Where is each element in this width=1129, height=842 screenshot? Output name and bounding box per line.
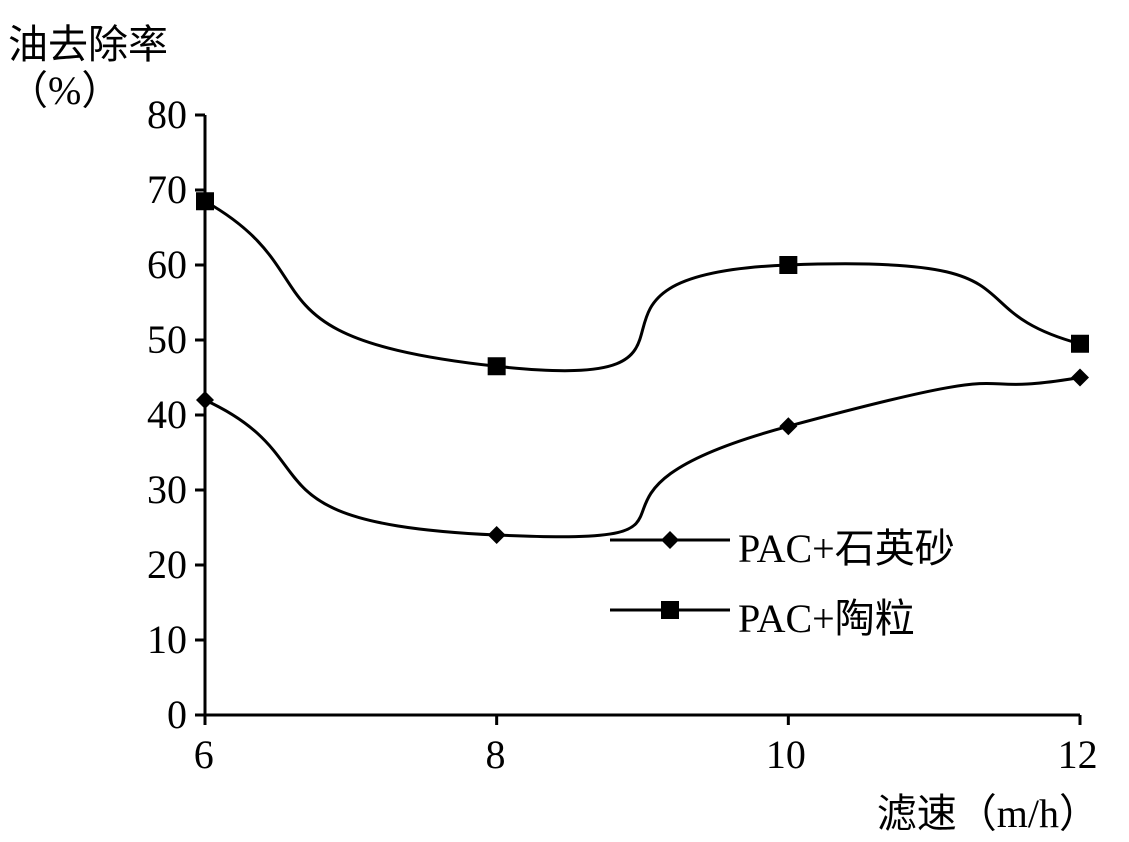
y-tick-label: 20: [147, 541, 187, 588]
y-tick-label: 10: [147, 616, 187, 663]
y-tick-label: 40: [147, 391, 187, 438]
y-tick-label: 50: [147, 316, 187, 363]
y-tick-label: 0: [167, 691, 187, 738]
x-tick-label: 12: [1058, 731, 1098, 778]
y-tick-label: 60: [147, 241, 187, 288]
legend-label: PAC+石英砂: [738, 516, 955, 574]
y-tick-label: 70: [147, 166, 187, 213]
y-tick-label: 30: [147, 466, 187, 513]
x-tick-label: 6: [194, 731, 214, 778]
x-tick-label: 10: [766, 731, 806, 778]
y-axis-title-line2: （%）: [8, 58, 121, 116]
y-tick-label: 80: [147, 91, 187, 138]
x-tick-label: 8: [485, 731, 505, 778]
x-axis-title: 滤速（m/h）: [877, 781, 1099, 839]
legend-label: PAC+陶粒: [738, 586, 915, 644]
chart-container: 油去除率 （%） 滤速（m/h） 01020304050607080681012…: [0, 0, 1129, 842]
